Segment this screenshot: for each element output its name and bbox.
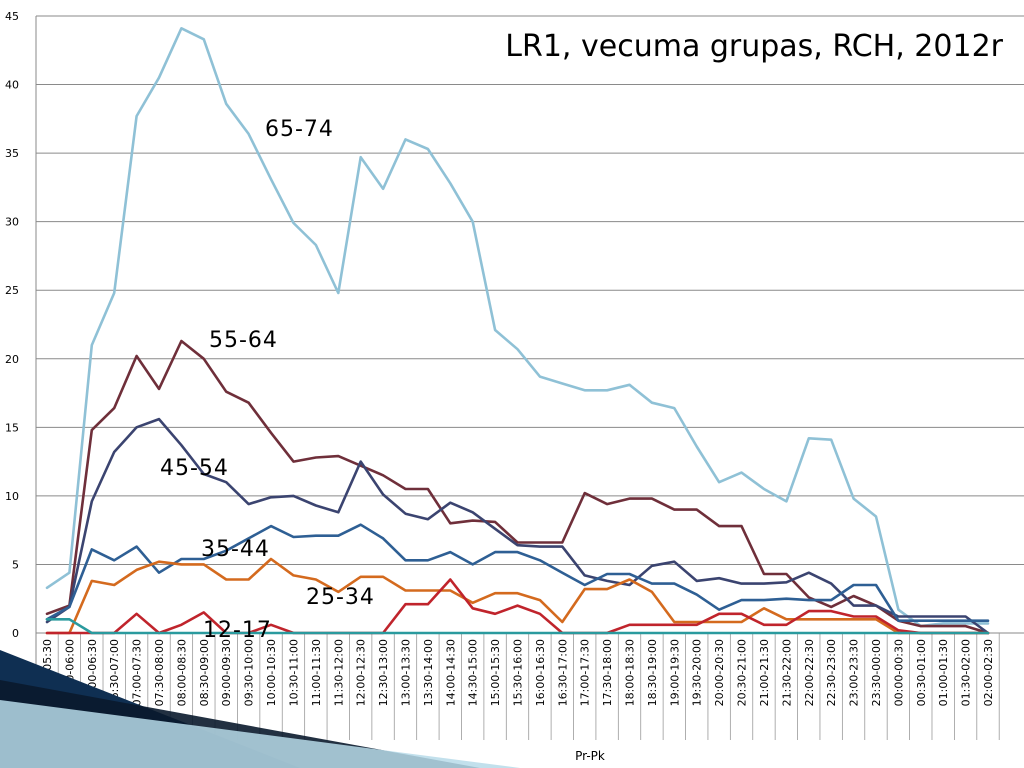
series-line: [45, 339, 990, 635]
series-lines: [45, 26, 990, 635]
x-tick-label: 22:00-22:30: [803, 639, 816, 706]
x-tick-label: 20:30-21:00: [736, 639, 749, 706]
y-tick-label: 30: [5, 216, 19, 229]
x-tick-label: 23:30-00:00: [870, 639, 883, 706]
x-tick-label: 13:30-14:00: [422, 639, 435, 706]
series-line: [45, 557, 990, 635]
x-tick-label: 18:00-18:30: [624, 639, 637, 706]
x-tick-label: 10:30-11:00: [287, 639, 300, 706]
y-tick-label: 0: [12, 627, 19, 640]
x-tick-label: 00:30-01:00: [915, 639, 928, 706]
x-tick-label: 19:30-20:00: [691, 639, 704, 706]
y-tick-label: 10: [5, 490, 19, 503]
x-tick-label: 21:00-21:30: [758, 639, 771, 706]
x-tick-label: 17:00-17:30: [579, 639, 592, 706]
x-tick-label: 09:00-09:30: [220, 639, 233, 706]
x-tick-label: 02:00-02:30: [982, 639, 995, 706]
series-line: [45, 578, 990, 635]
x-axis-ticks: 05:00-05:3005:30-06:0006:00-06:3006:30-0…: [41, 633, 1000, 740]
x-tick-label: 16:00-16:30: [534, 639, 547, 706]
corner-decoration: [0, 650, 520, 768]
x-tick-label: 08:30-09:00: [198, 639, 211, 706]
series-label: 45-54: [160, 456, 229, 481]
x-tick-label: 12:30-13:00: [377, 639, 390, 706]
series-label: 25-34: [306, 585, 375, 610]
series-line: [45, 523, 990, 623]
series-line: [45, 617, 990, 635]
x-tick-label: 08:00-08:30: [175, 639, 188, 706]
y-tick-label: 25: [5, 284, 19, 297]
series-line: [45, 417, 990, 635]
x-tick-label: 11:30-12:00: [332, 639, 345, 706]
x-tick-label: 23:00-23:30: [848, 639, 861, 706]
series-label: 55-64: [209, 328, 278, 353]
series-label: 12-17: [203, 618, 272, 643]
y-tick-label: 15: [5, 421, 19, 434]
x-tick-label: 09:30-10:00: [243, 639, 256, 706]
x-tick-label: 00:00-00:30: [892, 639, 905, 706]
chart-title: LR1, vecuma grupas, RCH, 2012r: [505, 29, 1003, 64]
x-tick-label: 18:30-19:00: [646, 639, 659, 706]
x-tick-label: 01:00-01:30: [937, 639, 950, 706]
y-tick-label: 45: [5, 10, 19, 23]
series-line: [45, 26, 990, 628]
x-tick-label: 01:30-02:00: [960, 639, 973, 706]
x-tick-label: 11:00-11:30: [310, 639, 323, 706]
series-labels: 65-74 55-64 45-54 35-44 25-34 12-17: [160, 117, 375, 643]
x-tick-label: 21:30-22:00: [780, 639, 793, 706]
x-tick-label: 19:00-19:30: [668, 639, 681, 706]
x-tick-label: 22:30-23:00: [825, 639, 838, 706]
x-tick-label: 15:30-16:00: [512, 639, 525, 706]
x-tick-label: 20:00-20:30: [713, 639, 726, 706]
x-tick-label: 06:30-07:00: [108, 639, 121, 706]
x-tick-label: 14:00-14:30: [444, 639, 457, 706]
x-tick-label: 14:30-15:00: [467, 639, 480, 706]
y-tick-label: 40: [5, 79, 19, 92]
x-tick-label: 07:00-07:30: [131, 639, 144, 706]
x-axis-title: Pr-Pk: [575, 749, 605, 763]
y-tick-label: 5: [12, 558, 19, 571]
x-tick-label: 07:30-08:00: [153, 639, 166, 706]
y-axis-ticks: 0 5 10 15 20 25 30 35 40 45: [5, 10, 19, 640]
series-label: 35-44: [201, 537, 270, 562]
decor-light-triangle: [0, 700, 520, 768]
x-tick-label: 15:00-15:30: [489, 639, 502, 706]
y-tick-label: 20: [5, 353, 19, 366]
x-tick-label: 13:00-13:30: [399, 639, 412, 706]
x-tick-label: 10:00-10:30: [265, 639, 278, 706]
x-tick-label: 16:30-17:00: [556, 639, 569, 706]
y-tick-label: 35: [5, 147, 19, 160]
series-label: 65-74: [265, 117, 334, 142]
x-tick-label: 12:00-12:30: [355, 639, 368, 706]
x-tick-label: 17:30-18:00: [601, 639, 614, 706]
